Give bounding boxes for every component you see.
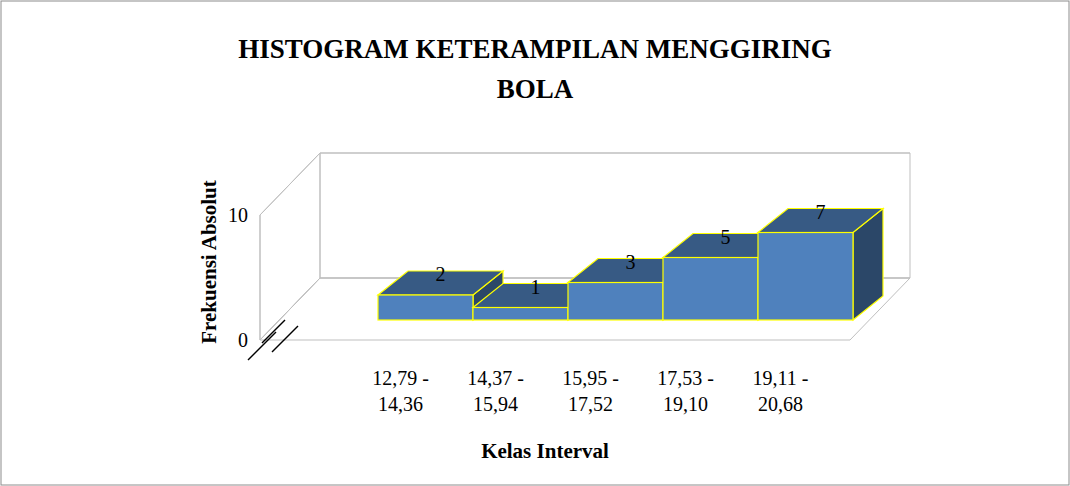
title-line: BOLA [497,74,574,104]
y-tick-label: 10 [228,204,248,226]
y-axis-line [260,215,261,340]
title-line: HISTOGRAM KETERAMPILAN MENGGIRING [238,34,832,64]
x-tick-label: 14,37 - 15,94 [467,367,524,415]
data-label: 1 [531,276,541,298]
data-label: 5 [721,226,731,248]
labels: 2 12,79 - 14,36 1 14,37 - 15,94 3 15,95 - 17,52 5… [372,201,825,416]
x-tick-line: 12,79 - [372,367,429,389]
data-label: 3 [626,251,636,273]
axis-break [262,320,285,343]
bar [758,233,853,321]
bar [378,295,473,320]
side-wall [260,153,320,340]
axis-break [272,326,298,352]
y-axis-label: Frekuensi Absolut [197,180,221,344]
x-tick-label: 15,95 - 17,52 [562,367,619,415]
x-tick-line: 19,11 - [753,367,809,389]
x-axis-label: Kelas Interval [481,439,609,463]
x-tick-line: 20,68 [758,393,803,415]
bar [473,308,568,321]
bar [663,258,758,321]
axis-break [248,332,276,360]
y-tick-label: 0 [238,329,248,351]
x-tick-label: 19,11 - 20,68 [753,367,809,415]
x-tick-line: 17,52 [568,393,613,415]
chart-frame [1,1,1069,485]
x-tick-label: 12,79 - 14,36 [372,367,429,415]
title: HISTOGRAM KETERAMPILAN MENGGIRING BOLA [238,34,832,104]
x-tick-line: 17,53 - [657,367,714,389]
grid-line [260,153,910,215]
x-tick-line: 15,95 - [562,367,619,389]
x-tick-label: 17,53 - 19,10 [657,367,714,415]
chart: HISTOGRAM KETERAMPILAN MENGGIRING BOLA 0 10… [0,0,1070,486]
data-label: 7 [816,201,826,223]
x-tick-line: 14,37 - [467,367,524,389]
bar [568,283,663,321]
bars [378,209,883,321]
x-tick-line: 19,10 [663,393,708,415]
data-label: 2 [436,263,446,285]
x-tick-line: 15,94 [473,393,518,415]
x-tick-line: 14,36 [378,393,423,415]
